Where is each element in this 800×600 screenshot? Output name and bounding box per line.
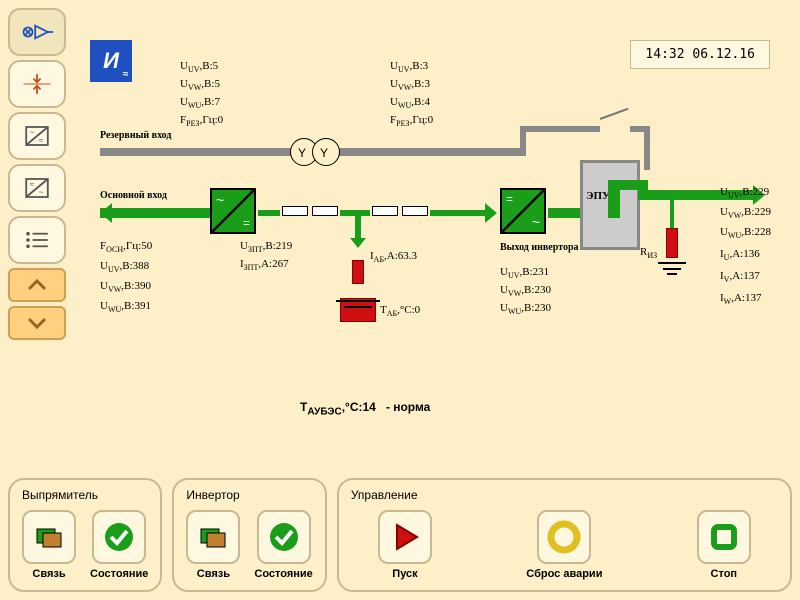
rectifier-title: Выпрямитель xyxy=(22,488,148,502)
nav-down[interactable] xyxy=(8,306,66,340)
tool-converter-2[interactable]: ≈~ xyxy=(8,164,66,212)
inverter-panel: Инвертор Связь Состояние xyxy=(172,478,326,592)
svg-text:~: ~ xyxy=(39,188,44,197)
control-title: Управление xyxy=(351,488,778,502)
inverter-state-button[interactable] xyxy=(257,510,311,564)
inverter-box: = ~ xyxy=(500,188,546,234)
svg-text:~: ~ xyxy=(30,128,35,137)
stop-button[interactable] xyxy=(697,510,751,564)
tool-list[interactable] xyxy=(8,216,66,264)
tool-converter-1[interactable]: ~≈ xyxy=(8,112,66,160)
left-toolbar: ~≈ ≈~ xyxy=(8,8,66,340)
control-panel: Управление Пуск Сброс аварии Стоп xyxy=(337,478,792,592)
bottom-panel: Выпрямитель Связь Состояние Инвертор xyxy=(8,478,792,592)
inverter-link-button[interactable] xyxy=(186,510,240,564)
start-button[interactable] xyxy=(378,510,432,564)
tool-amplifier[interactable] xyxy=(8,8,66,56)
temp-status: TАУБЭС,°C:14 - норма xyxy=(300,400,430,417)
svg-text:≈: ≈ xyxy=(30,180,35,189)
inverter-title: Инвертор xyxy=(186,488,312,502)
svg-text:≈: ≈ xyxy=(39,136,44,145)
reset-button[interactable] xyxy=(537,510,591,564)
power-diagram: UUV,В:5 UVW,В:5 UWU,В:7 FРЕЗ,Гц:0 UUV,В:… xyxy=(80,30,780,410)
tool-arrows[interactable] xyxy=(8,60,66,108)
rectifier-box: ~ = xyxy=(210,188,256,234)
nav-up[interactable] xyxy=(8,268,66,302)
rectifier-link-button[interactable] xyxy=(22,510,76,564)
rectifier-panel: Выпрямитель Связь Состояние xyxy=(8,478,162,592)
rectifier-state-button[interactable] xyxy=(92,510,146,564)
